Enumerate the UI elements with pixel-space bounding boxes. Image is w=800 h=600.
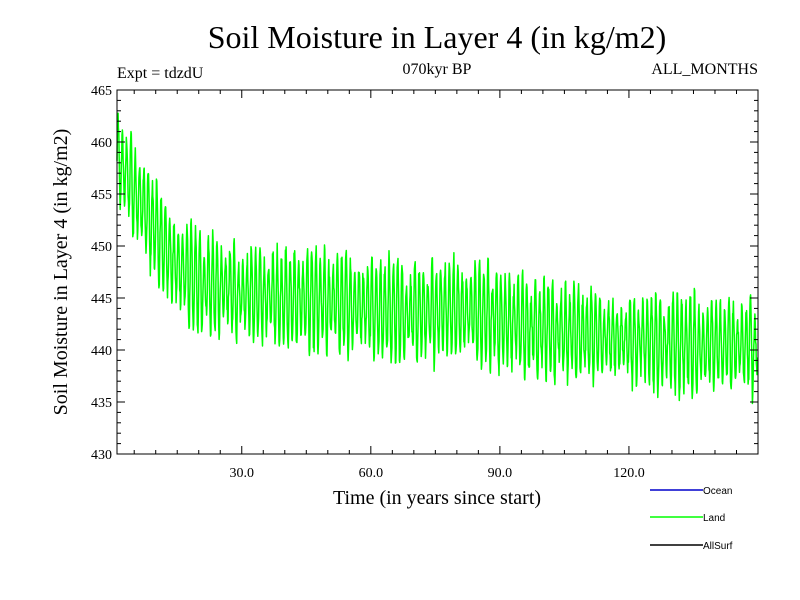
months-label: ALL_MONTHS [651, 61, 758, 78]
legend-ocean-label: Ocean [703, 486, 732, 497]
y-tick-label: 455 [91, 188, 112, 203]
chart-subtitle: 070kyr BP [403, 61, 472, 78]
y-axis-label: Soil Moisture in Layer 4 (in kg/m2) [50, 129, 72, 416]
land-series-line [116, 112, 759, 405]
y-tick-label: 460 [91, 136, 112, 151]
legend: Ocean Land AllSurf [650, 486, 733, 552]
legend-allsurf-label: AllSurf [703, 541, 733, 552]
y-tick-label: 440 [91, 344, 112, 359]
plot-frame [116, 89, 759, 455]
y-tick-label: 445 [91, 292, 112, 307]
x-axis-label: Time (in years since start) [333, 487, 541, 509]
y-tick-label: 450 [91, 240, 112, 255]
y-tick-label: 435 [91, 396, 112, 411]
y-tick-label: 430 [91, 448, 112, 463]
plot-area [116, 112, 759, 405]
experiment-label: Expt = tdzdU [117, 65, 204, 82]
axes: 430 435 440 445 450 455 460 465 30.0 60.0 90.0 120.… [91, 84, 758, 481]
x-tick-label: 60.0 [359, 466, 384, 481]
x-tick-label: 120.0 [613, 466, 645, 481]
x-tick-label: 90.0 [488, 466, 513, 481]
legend-land-label: Land [703, 513, 725, 524]
x-tick-label: 30.0 [230, 466, 255, 481]
chart-title: Soil Moisture in Layer 4 (in kg/m2) [208, 19, 667, 55]
y-tick-label: 465 [91, 84, 112, 99]
